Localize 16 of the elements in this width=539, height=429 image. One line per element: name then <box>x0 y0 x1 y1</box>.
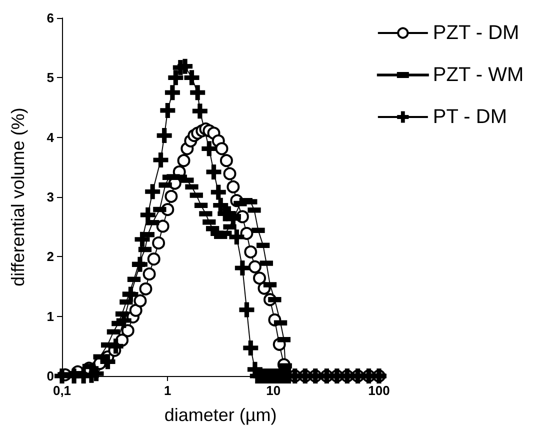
y-tick-label: 1 <box>46 308 54 324</box>
x-tick-label: 100 <box>368 383 390 398</box>
x-tick-label: 1 <box>164 383 172 398</box>
y-tick-label: 3 <box>46 190 54 204</box>
y-tick-label: 6 <box>46 10 54 26</box>
legend-label: PZT - DM <box>432 22 520 44</box>
x-axis-title: diameter (µm) <box>164 405 277 425</box>
legend-label: PZT - WM <box>432 64 524 86</box>
y-tick-label: 4 <box>46 130 55 145</box>
y-tick-label: 2 <box>46 249 54 264</box>
y-axis-title: differential volume (%) <box>8 108 28 286</box>
legend-label: PT - DM <box>432 106 507 128</box>
y-tick-label: 5 <box>46 70 54 86</box>
x-tick-label: 0,1 <box>52 383 72 398</box>
x-tick-label: 10 <box>266 383 281 398</box>
y-tick-label: 0 <box>46 368 54 384</box>
